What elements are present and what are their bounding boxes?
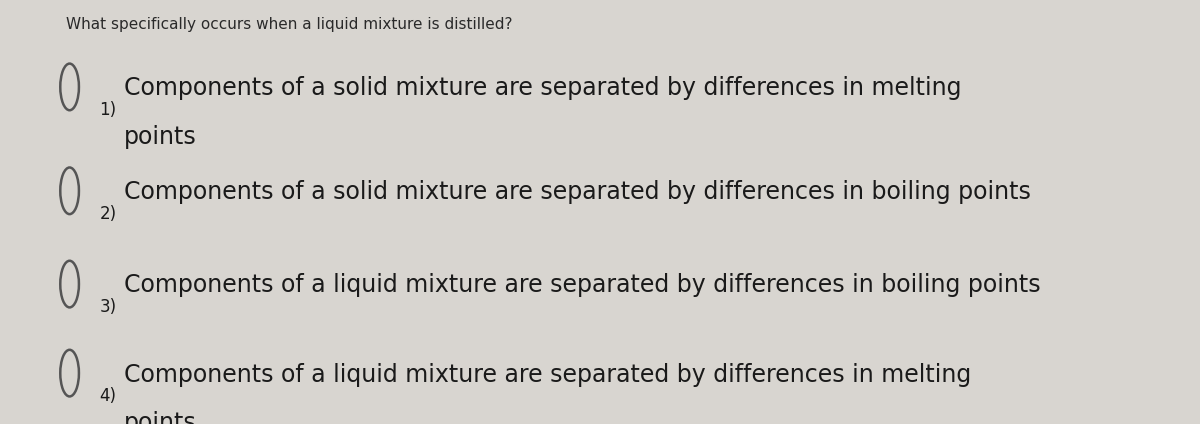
Text: 1): 1) (100, 101, 116, 119)
Text: Components of a liquid mixture are separated by differences in boiling points: Components of a liquid mixture are separ… (124, 273, 1040, 298)
Text: 4): 4) (100, 387, 116, 405)
Text: points: points (124, 125, 197, 149)
Text: 3): 3) (100, 298, 116, 316)
Text: points: points (124, 411, 197, 424)
Text: Components of a solid mixture are separated by differences in melting: Components of a solid mixture are separa… (124, 76, 961, 100)
Text: Components of a liquid mixture are separated by differences in melting: Components of a liquid mixture are separ… (124, 363, 971, 387)
Text: What specifically occurs when a liquid mixture is distilled?: What specifically occurs when a liquid m… (66, 17, 512, 32)
Text: Components of a solid mixture are separated by differences in boiling points: Components of a solid mixture are separa… (124, 180, 1031, 204)
Text: 2): 2) (100, 205, 116, 223)
